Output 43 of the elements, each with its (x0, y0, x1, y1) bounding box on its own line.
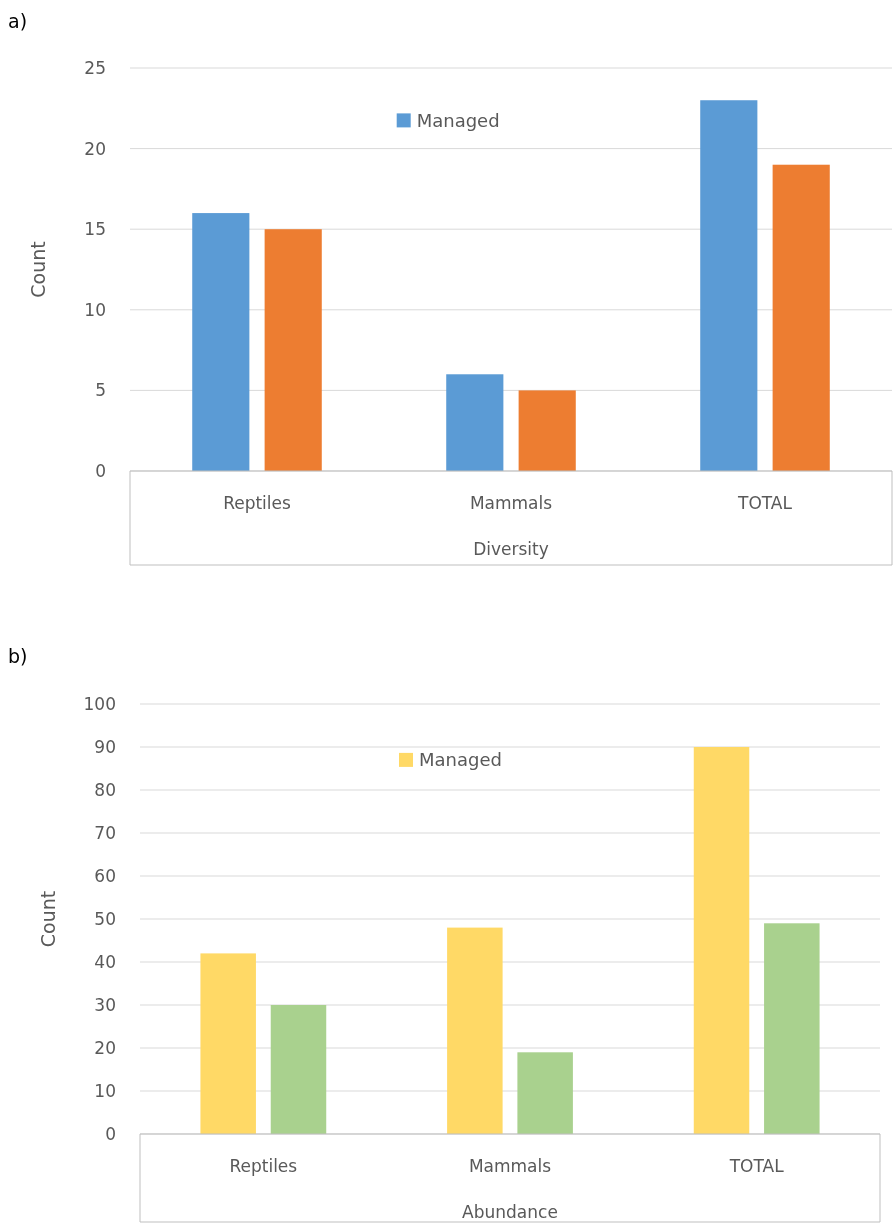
bar (700, 100, 758, 471)
bar (764, 923, 820, 1134)
y-tick-label: 60 (94, 865, 116, 886)
y-tick-label: 10 (94, 1080, 116, 1101)
x-tick-label: Reptiles (229, 1156, 298, 1176)
y-tick-label: 25 (84, 57, 106, 78)
legend-label: Managed (416, 109, 500, 131)
y-tick-label: 10 (84, 299, 106, 320)
y-tick-label: 0 (95, 460, 106, 481)
x-axis-title: Abundance (462, 1202, 558, 1222)
y-tick-label: 0 (105, 1123, 116, 1144)
legend-label: Managed (419, 749, 502, 771)
y-tick-label: 15 (84, 219, 106, 240)
x-tick-label: TOTAL (737, 493, 793, 513)
bar (772, 164, 830, 471)
x-tick-label: Reptiles (223, 493, 291, 513)
bar (518, 390, 576, 471)
x-tick-label: Mammals (469, 493, 553, 513)
bar (693, 747, 750, 1134)
y-tick-label: 70 (94, 822, 116, 843)
y-tick-label: 50 (94, 908, 116, 929)
bar (200, 953, 256, 1134)
bar (270, 1005, 327, 1134)
y-tick-label: 90 (94, 736, 116, 757)
y-tick-label: 40 (94, 951, 116, 972)
bar (447, 927, 503, 1134)
bar (446, 374, 504, 471)
x-tick-label: TOTAL (728, 1156, 785, 1176)
x-tick-label: Mammals (468, 1156, 552, 1176)
chart-title: a) (8, 10, 28, 32)
y-tick-label: 20 (94, 1037, 116, 1058)
y-tick-label: 80 (94, 779, 116, 800)
y-axis-title: Count (27, 241, 49, 298)
bar (192, 213, 250, 471)
y-tick-label: 30 (94, 994, 116, 1015)
y-tick-label: 20 (84, 138, 106, 159)
x-axis-title: Diversity (473, 539, 549, 559)
bar (264, 229, 322, 471)
y-tick-label: 100 (83, 693, 116, 714)
y-axis-title: Count (37, 890, 59, 948)
y-tick-label: 5 (95, 380, 106, 401)
chart-title: b) (8, 645, 28, 667)
bar (517, 1052, 573, 1134)
